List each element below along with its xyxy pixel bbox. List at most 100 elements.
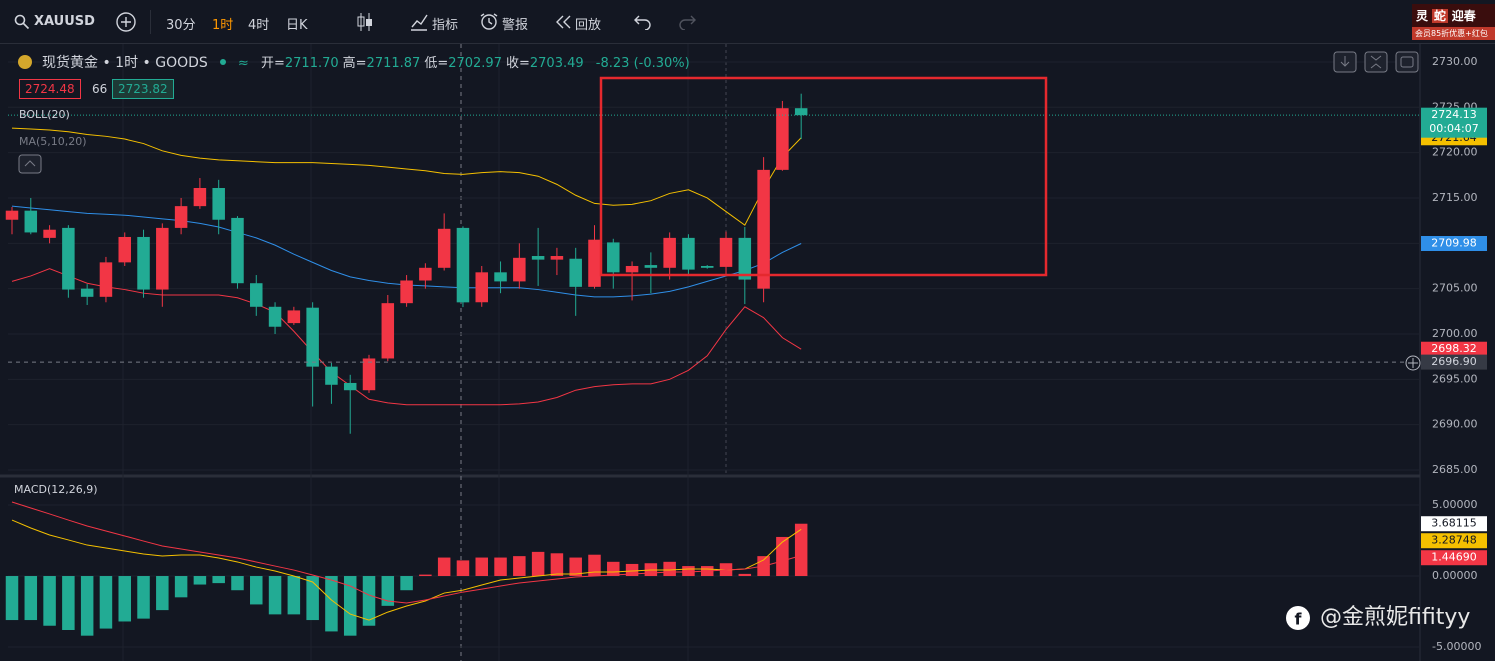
boll-label: BOLL(20) [19,108,70,121]
watermark-icon: f [1286,606,1310,630]
macd-tag [1421,533,1487,549]
crosshair-button[interactable] [1405,355,1421,371]
line [11,519,802,621]
candle-body [43,229,56,238]
redo-icon[interactable] [678,14,696,30]
pane-buttons[interactable] [18,51,1419,174]
chart-type-icon[interactable] [356,12,374,32]
candle-body [62,227,75,290]
interval[interactable]: 30分 [166,18,196,33]
last-price-tag [1421,107,1487,138]
histogram-bar [588,554,601,577]
histogram-bar [794,523,808,577]
plot: 2685.002690.002695.002700.002705.002710.… [5,55,1487,653]
replay-icon[interactable] [555,14,571,30]
candle-body [757,169,770,289]
histogram-bar [343,576,357,636]
candle-body [776,108,789,170]
undo-icon[interactable] [634,14,652,30]
histogram-bar [174,576,188,598]
histogram-bar [494,557,507,577]
candle-body [306,307,319,367]
candle-body [794,108,808,116]
ma-label: MA(5,10,20) [19,135,87,148]
histogram-bar [738,573,752,577]
change: -8.23 (-0.30%) [595,56,690,71]
y-tick-label: 2730.00 [1432,55,1478,68]
macd-tag-text: 3.28748 [1431,534,1477,547]
alerts[interactable]: 警报 [502,18,529,33]
candle-body [437,228,451,268]
alert-icon[interactable] [479,12,499,32]
histogram-bar [193,576,207,585]
candle-body [325,366,338,385]
histogram-bar [5,576,19,621]
promo-text: 灵 [1416,9,1429,23]
histogram-bar [663,561,676,577]
legend-wave: ≈ [237,56,249,71]
histogram-bar [475,557,488,577]
histogram-bar [250,576,263,605]
histogram-bar [24,576,38,621]
candle-body [719,237,733,267]
interval[interactable]: 4时 [248,18,270,33]
candle-body [80,288,94,297]
svg-text:f: f [1295,610,1303,629]
macd-title: MACD(12,26,9) [14,483,98,496]
band-tag [1421,341,1487,357]
interval-active[interactable]: 1时 [212,18,234,33]
bid[interactable]: 2724.48 [19,79,81,99]
spread: 66 [92,82,108,96]
ask[interactable]: 2723.82 [112,79,174,99]
candle-body [174,206,188,228]
interval[interactable]: 日K [286,18,308,33]
histogram-bar [268,576,282,615]
watermark: @金煎妮fifityy [1320,605,1470,630]
candle-body [137,236,150,290]
replay[interactable]: 回放 [575,18,602,33]
promo[interactable]: 灵 蛇 迎春 会员85折优惠+红包 [1412,4,1495,40]
candle-body [644,265,658,268]
toolbar: XAUUSD 30分 1时 4时 日K 指标 警报 回放 灵 蛇 迎春 会员85… [0,0,1495,44]
ohlc-value: 2711.87 [366,56,421,71]
histogram-bar [362,576,376,626]
search-icon[interactable] [14,14,30,30]
candle-body [700,265,714,268]
macd-tag-text: 3.68115 [1431,517,1477,530]
symbol-icon [18,55,32,69]
histogram-bar [156,576,169,611]
symbol[interactable]: XAUUSD [34,14,95,29]
candle-body [287,310,301,324]
indicators[interactable]: 指标 [432,18,459,33]
candle-body [156,227,169,290]
histogram-bar [569,557,582,577]
candle-body [569,258,582,287]
histogram-bar [137,576,150,619]
candle-body [24,210,38,233]
ohlc-label: 高= [342,56,367,71]
line [11,127,802,226]
candle-body [212,188,225,220]
candle-body [531,256,545,260]
candle-body [494,272,507,282]
y-tick-label: 5.00000 [1432,498,1478,511]
ohlc-value: 2703.49 [529,56,584,71]
histogram-bar [400,576,413,591]
histogram-bar [212,576,225,584]
macd-tag [1421,516,1487,532]
promo-sub: 会员85折优惠+红包 [1412,27,1495,40]
ohlc-label: 开= [260,56,285,71]
promo-text: 迎春 [1451,9,1476,23]
status-dot [220,59,226,65]
indicator-icon[interactable] [410,13,428,31]
ohlc: 开=2711.70 高=2711.87 低=2702.97 收=2703.49 [261,52,588,71]
candle-body [268,306,282,327]
candle-body [738,237,752,280]
crosshair-tag [1421,354,1487,370]
compare-icon[interactable] [115,11,137,33]
macd-tag-text: 1.44690 [1431,551,1477,564]
histogram-bar [80,576,94,636]
histogram-bar [99,576,113,629]
legend: 现货黄金 • 1时 • GOODS ≈ 开=2711.70 高=2711.87 低=… [42,52,690,72]
histogram-bar [550,553,564,577]
